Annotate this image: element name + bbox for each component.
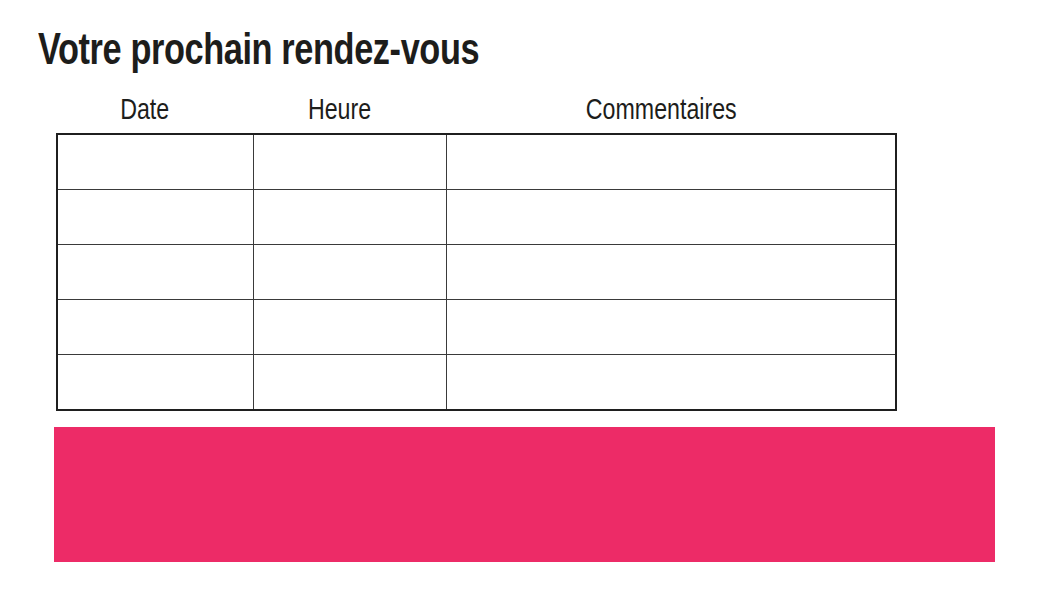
table-cell [446, 300, 896, 355]
table-row [57, 355, 896, 411]
column-header-commentaires-label: Commentaires [586, 93, 737, 126]
appointments-table [56, 133, 897, 411]
table-cell [446, 190, 896, 245]
column-header-commentaires: Commentaires [445, 93, 895, 126]
table-cell [57, 245, 253, 300]
table-row [57, 134, 896, 190]
table-row [57, 245, 896, 300]
table-cell [253, 190, 446, 245]
table-cell [446, 355, 896, 411]
table-cell [57, 300, 253, 355]
table-cell [446, 134, 896, 190]
appointments-table-body [57, 134, 896, 410]
table-row [57, 190, 896, 245]
column-header-date: Date [56, 93, 252, 126]
table-cell [57, 134, 253, 190]
table-cell [57, 355, 253, 411]
page-title: Votre prochain rendez-vous [38, 24, 479, 74]
table-cell [253, 355, 446, 411]
table-cell [253, 300, 446, 355]
page: Votre prochain rendez-vous Date Heure Co… [0, 0, 1050, 600]
table-header-row: Date Heure Commentaires [56, 86, 895, 126]
table-cell [446, 245, 896, 300]
table-cell [57, 190, 253, 245]
table-cell [253, 134, 446, 190]
column-header-date-label: Date [120, 93, 169, 126]
column-header-heure-label: Heure [308, 93, 371, 126]
column-header-heure: Heure [252, 93, 445, 126]
table-cell [253, 245, 446, 300]
promo-banner [54, 427, 995, 562]
table-row [57, 300, 896, 355]
